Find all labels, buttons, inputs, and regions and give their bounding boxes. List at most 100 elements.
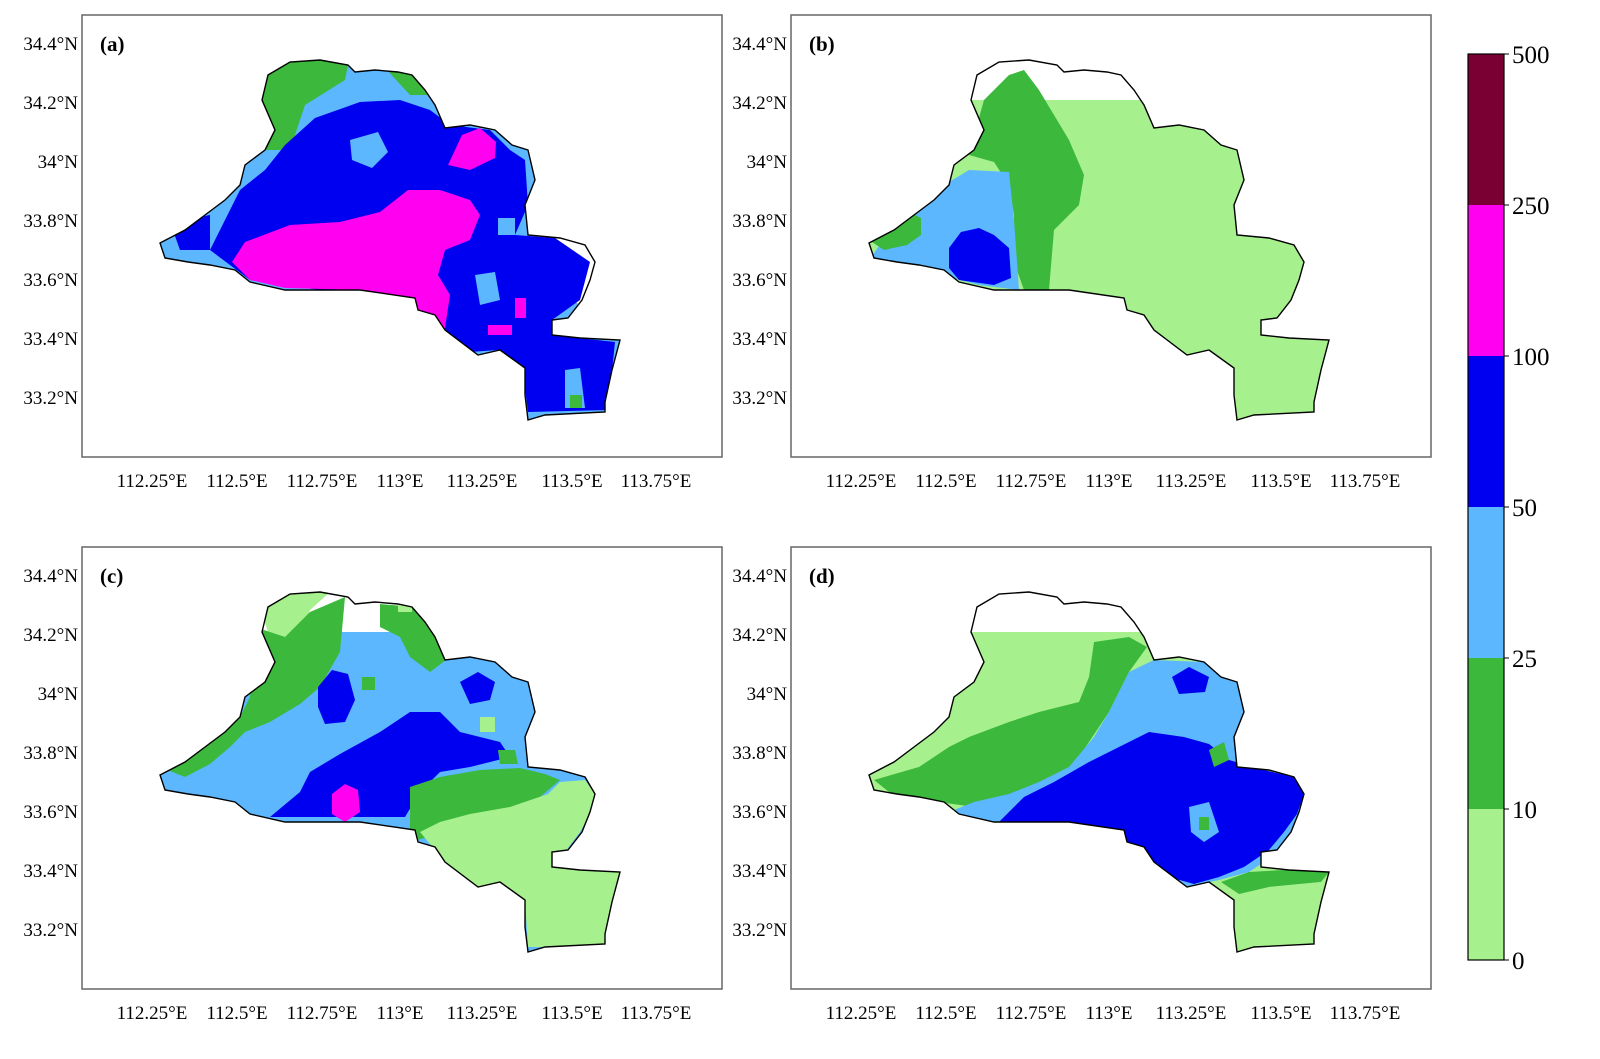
x-tick-label: 113.5°E (541, 471, 602, 492)
region-magenta (332, 784, 360, 822)
x-tick-label: 112.75°E (287, 471, 358, 492)
x-tick-label: 113°E (377, 471, 424, 492)
panel-label: (a) (100, 32, 125, 56)
region-blue (318, 670, 355, 724)
region-green (869, 212, 921, 250)
region-green (1209, 742, 1229, 767)
colorbar-label: 250 (1512, 193, 1550, 220)
y-tick-label: 33.4°N (23, 329, 78, 350)
y-tick-label: 34.4°N (23, 34, 78, 55)
region-green (380, 604, 450, 672)
x-tick-label: 113°E (1086, 1003, 1133, 1024)
map-panel-a: (a) 34.4°N 34.2°N 34°N 33.8°N 33.6°N 33.4°N 33.… (23, 14, 723, 492)
y-tick-label: 33.2°N (732, 920, 787, 941)
colorbar-bin (1468, 356, 1504, 507)
region-light-blue (475, 272, 500, 305)
x-tick-label: 112.25°E (826, 1003, 897, 1024)
y-tick-label: 34.4°N (23, 566, 78, 587)
colorbar-bin (1468, 54, 1504, 205)
panel-label: (d) (809, 564, 835, 588)
x-tick-label: 112.75°E (996, 471, 1067, 492)
y-tick-label: 33.2°N (23, 920, 78, 941)
x-tick-label: 112.5°E (915, 471, 976, 492)
precipitation-fill (160, 60, 620, 420)
panel-label: (c) (100, 564, 123, 588)
colorbar-label: 10 (1512, 797, 1537, 824)
region-green (874, 637, 1147, 807)
region-light-green (420, 780, 620, 947)
y-tick-label: 34.2°N (23, 93, 78, 114)
y-tick-label: 34°N (38, 684, 79, 705)
region-blue (1172, 667, 1209, 694)
y-tick-label: 33.6°N (23, 802, 78, 823)
y-tick-label: 34°N (38, 152, 79, 173)
x-tick-label: 113.75°E (1330, 471, 1401, 492)
map-panel-c: (c) 34.4°N 34.2°N 34°N 33.8°N 33.6°N 33.4°N 33.… (23, 546, 723, 1024)
colorbar-bin (1468, 507, 1504, 658)
y-tick-label: 33.4°N (732, 861, 787, 882)
x-tick-label: 112.5°E (206, 1003, 267, 1024)
x-tick-label: 113.25°E (447, 471, 518, 492)
region-green (964, 70, 1084, 290)
region-magenta (448, 128, 496, 170)
region-green (255, 60, 350, 150)
region-blue (999, 732, 1304, 884)
region-green (570, 395, 582, 408)
x-tick-label: 113.75°E (621, 1003, 692, 1024)
y-tick-label: 34.4°N (732, 566, 787, 587)
x-tick-label: 113.25°E (1156, 1003, 1227, 1024)
region-light-blue (350, 132, 388, 168)
y-tick-label: 33.6°N (23, 270, 78, 291)
region-green (1199, 817, 1209, 830)
region-light-green (480, 717, 495, 732)
colorbar-label: 500 (1512, 42, 1550, 69)
y-tick-label: 33.8°N (23, 211, 78, 232)
colorbar-label: 50 (1512, 495, 1537, 522)
region-light-green (1237, 882, 1321, 947)
x-tick-label: 113.5°E (541, 1003, 602, 1024)
region-blue (460, 672, 495, 704)
y-tick-label: 33.8°N (732, 743, 787, 764)
colorbar-bin (1468, 205, 1504, 356)
colorbar-bin (1468, 809, 1504, 960)
y-tick-label: 34.2°N (732, 625, 787, 646)
x-tick-label: 113.5°E (1250, 471, 1311, 492)
x-tick-label: 113.5°E (1250, 1003, 1311, 1024)
x-tick-label: 113.75°E (621, 471, 692, 492)
x-tick-label: 113.25°E (447, 1003, 518, 1024)
x-tick-label: 112.5°E (915, 1003, 976, 1024)
region-magenta (488, 325, 512, 335)
region-green (498, 750, 518, 764)
y-tick-label: 34.4°N (732, 34, 787, 55)
region-green (362, 677, 375, 690)
x-tick-label: 113°E (377, 1003, 424, 1024)
colorbar-label: 0 (1512, 948, 1525, 975)
y-tick-label: 33.4°N (23, 861, 78, 882)
x-tick-label: 112.25°E (117, 1003, 188, 1024)
y-tick-label: 34.2°N (732, 93, 787, 114)
x-tick-label: 112.5°E (206, 471, 267, 492)
region-magenta (232, 190, 480, 328)
map-panel-d: (d) 34.4°N 34.2°N 34°N 33.8°N 33.6°N 33.4°N 33.… (732, 546, 1432, 1024)
x-tick-label: 112.75°E (287, 1003, 358, 1024)
y-tick-label: 33.8°N (732, 211, 787, 232)
x-tick-label: 112.25°E (117, 471, 188, 492)
y-tick-label: 33.2°N (732, 388, 787, 409)
y-tick-label: 34°N (747, 684, 788, 705)
x-tick-label: 112.25°E (826, 471, 897, 492)
y-tick-label: 34°N (747, 152, 788, 173)
colorbar-label: 100 (1512, 344, 1550, 371)
colorbar: 0 10 25 50 100 250 500 (1467, 42, 1550, 975)
colorbar-bin (1468, 658, 1504, 809)
region-magenta (515, 298, 526, 318)
region-blue (270, 712, 510, 817)
y-tick-label: 34.2°N (23, 625, 78, 646)
region-light-blue (498, 218, 515, 235)
region-green (410, 768, 560, 842)
x-tick-label: 113.25°E (1156, 471, 1227, 492)
colorbar-label: 25 (1512, 646, 1537, 673)
y-tick-label: 33.4°N (732, 329, 787, 350)
region-green (1221, 870, 1329, 894)
y-tick-label: 33.6°N (732, 802, 787, 823)
